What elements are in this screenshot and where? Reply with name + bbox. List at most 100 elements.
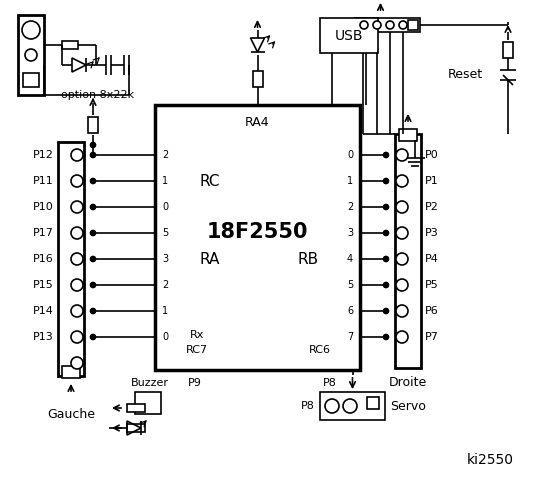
Text: 2: 2 [162, 150, 168, 160]
Circle shape [91, 153, 96, 157]
Text: Gauche: Gauche [47, 408, 95, 420]
Circle shape [71, 305, 83, 317]
Text: P14: P14 [33, 306, 54, 316]
Circle shape [22, 21, 40, 39]
Bar [62, 41, 78, 49]
Text: 4: 4 [347, 254, 353, 264]
Text: Rx: Rx [190, 330, 204, 340]
Circle shape [383, 204, 389, 209]
Circle shape [71, 279, 83, 291]
Bar [408, 20, 418, 30]
Text: P16: P16 [33, 254, 54, 264]
Text: 3: 3 [347, 228, 353, 238]
Circle shape [399, 21, 407, 29]
Bar [155, 105, 360, 370]
Text: RB: RB [298, 252, 319, 266]
Text: Droite: Droite [389, 376, 427, 389]
Bar [88, 117, 98, 133]
Bar [399, 129, 417, 141]
Bar [320, 392, 385, 420]
Bar [253, 71, 263, 87]
Text: 5: 5 [347, 280, 353, 290]
Circle shape [91, 230, 96, 236]
Text: 1: 1 [162, 306, 168, 316]
Text: 6: 6 [347, 306, 353, 316]
Circle shape [71, 201, 83, 213]
Circle shape [396, 305, 408, 317]
Text: P17: P17 [33, 228, 54, 238]
Text: 2: 2 [162, 280, 168, 290]
Circle shape [396, 149, 408, 161]
Bar [127, 424, 145, 432]
Text: P2: P2 [425, 202, 439, 212]
Circle shape [71, 331, 83, 343]
Circle shape [383, 335, 389, 339]
Text: P3: P3 [425, 228, 439, 238]
Bar [62, 366, 80, 378]
Circle shape [91, 179, 96, 183]
Text: RC: RC [200, 173, 220, 189]
Circle shape [91, 256, 96, 262]
Circle shape [343, 399, 357, 413]
Text: 1: 1 [347, 176, 353, 186]
Bar [320, 18, 378, 53]
Text: P11: P11 [33, 176, 54, 186]
Text: P6: P6 [425, 306, 439, 316]
Circle shape [396, 201, 408, 213]
Circle shape [383, 153, 389, 157]
Circle shape [396, 253, 408, 265]
Text: P0: P0 [425, 150, 439, 160]
Circle shape [91, 204, 96, 209]
Bar [18, 15, 44, 95]
Text: Servo: Servo [390, 399, 426, 412]
Text: 3: 3 [162, 254, 168, 264]
Circle shape [91, 283, 96, 288]
Text: option 8x22k: option 8x22k [61, 90, 134, 100]
Text: P1: P1 [425, 176, 439, 186]
Text: P15: P15 [33, 280, 54, 290]
Bar [395, 134, 421, 368]
Bar [23, 73, 39, 87]
Text: ki2550: ki2550 [467, 453, 514, 467]
Circle shape [71, 175, 83, 187]
Text: RA4: RA4 [245, 117, 270, 130]
Bar [135, 392, 161, 414]
Text: RA: RA [200, 252, 220, 266]
Text: 0: 0 [162, 332, 168, 342]
Circle shape [91, 309, 96, 313]
Text: Reset: Reset [448, 68, 483, 81]
Circle shape [396, 331, 408, 343]
Text: P10: P10 [33, 202, 54, 212]
Text: P13: P13 [33, 332, 54, 342]
Text: P5: P5 [425, 280, 439, 290]
Text: 1: 1 [162, 176, 168, 186]
Text: P8: P8 [323, 378, 337, 388]
Bar [367, 397, 379, 409]
Circle shape [386, 21, 394, 29]
Text: 0: 0 [347, 150, 353, 160]
Circle shape [71, 149, 83, 161]
Circle shape [383, 283, 389, 288]
Text: P9: P9 [188, 378, 202, 388]
Circle shape [71, 227, 83, 239]
Circle shape [71, 253, 83, 265]
Bar [503, 42, 513, 58]
Circle shape [360, 21, 368, 29]
Bar [58, 142, 84, 376]
Circle shape [383, 179, 389, 183]
Circle shape [383, 309, 389, 313]
Text: P8: P8 [301, 401, 315, 411]
Circle shape [396, 175, 408, 187]
Circle shape [396, 227, 408, 239]
Text: 0: 0 [162, 202, 168, 212]
Circle shape [91, 335, 96, 339]
Circle shape [71, 357, 83, 369]
Circle shape [396, 279, 408, 291]
Text: RC7: RC7 [186, 345, 208, 355]
Text: 2: 2 [347, 202, 353, 212]
Bar [127, 404, 145, 412]
Circle shape [91, 143, 96, 147]
Text: P7: P7 [425, 332, 439, 342]
Text: USB: USB [335, 28, 363, 43]
Text: P4: P4 [425, 254, 439, 264]
